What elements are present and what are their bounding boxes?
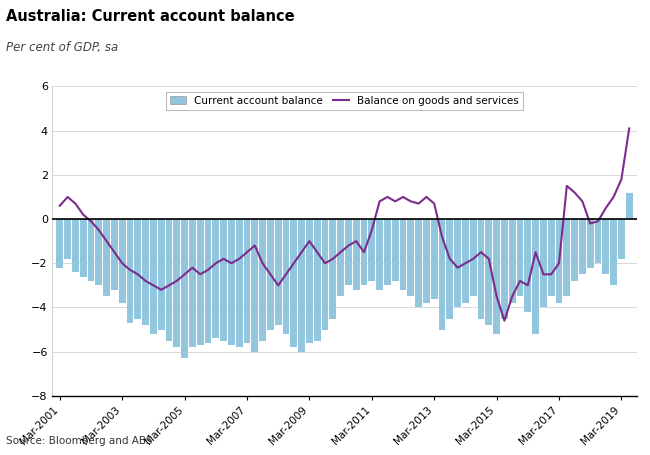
Bar	[127, 219, 133, 323]
Bar	[314, 219, 320, 341]
Bar	[213, 219, 219, 339]
Bar	[228, 219, 235, 345]
Bar	[205, 219, 211, 343]
Bar	[587, 219, 593, 268]
Bar	[291, 219, 297, 347]
Bar	[306, 219, 313, 343]
Bar	[439, 219, 445, 329]
Text: Australia: Current account balance: Australia: Current account balance	[6, 9, 295, 24]
Bar	[454, 219, 461, 308]
Bar	[447, 219, 453, 318]
Bar	[236, 219, 242, 347]
Bar	[330, 219, 336, 318]
Bar	[72, 219, 79, 272]
Bar	[493, 219, 500, 334]
Bar	[501, 219, 508, 318]
Bar	[431, 219, 437, 298]
Bar	[174, 219, 180, 347]
Bar	[220, 219, 227, 341]
Bar	[486, 219, 492, 325]
Bar	[189, 219, 196, 347]
Legend: Current account balance, Balance on goods and services: Current account balance, Balance on good…	[166, 91, 523, 110]
Bar	[408, 219, 414, 296]
Bar	[618, 219, 625, 259]
Bar	[111, 219, 118, 290]
Bar	[64, 219, 71, 259]
Bar	[400, 219, 406, 290]
Bar	[603, 219, 609, 274]
Bar	[525, 219, 531, 312]
Text: Source: Bloomberg and ABS: Source: Bloomberg and ABS	[6, 436, 153, 446]
Bar	[337, 219, 344, 296]
Bar	[540, 219, 547, 308]
Bar	[259, 219, 266, 341]
Bar	[150, 219, 157, 334]
Bar	[626, 192, 632, 219]
Bar	[579, 219, 586, 274]
Bar	[361, 219, 367, 285]
Bar	[158, 219, 164, 329]
Bar	[517, 219, 523, 296]
Bar	[470, 219, 476, 296]
Bar	[80, 219, 86, 277]
Bar	[548, 219, 554, 296]
Bar	[103, 219, 110, 296]
Bar	[462, 219, 469, 303]
Bar	[564, 219, 570, 296]
Bar	[571, 219, 578, 281]
Bar	[532, 219, 539, 334]
Bar	[267, 219, 274, 329]
Bar	[353, 219, 359, 290]
Bar	[384, 219, 391, 285]
Bar	[119, 219, 125, 303]
Bar	[197, 219, 203, 345]
Bar	[244, 219, 250, 343]
Bar	[392, 219, 398, 281]
Bar	[415, 219, 422, 308]
Bar	[556, 219, 562, 303]
Bar	[57, 219, 63, 268]
Bar	[283, 219, 289, 334]
Text: Per cent of GDP, sa: Per cent of GDP, sa	[6, 41, 119, 54]
Bar	[376, 219, 383, 290]
Bar	[298, 219, 305, 352]
Bar	[135, 219, 141, 318]
Bar	[509, 219, 515, 303]
Bar	[369, 219, 375, 281]
Bar	[322, 219, 328, 329]
Bar	[142, 219, 149, 325]
Bar	[595, 219, 601, 263]
Bar	[478, 219, 484, 318]
Bar	[181, 219, 188, 358]
Bar	[88, 219, 94, 281]
Bar	[610, 219, 617, 285]
Bar	[423, 219, 430, 303]
Bar	[166, 219, 172, 341]
Bar	[275, 219, 281, 325]
Bar	[252, 219, 258, 352]
Bar	[345, 219, 352, 285]
Bar	[96, 219, 102, 285]
